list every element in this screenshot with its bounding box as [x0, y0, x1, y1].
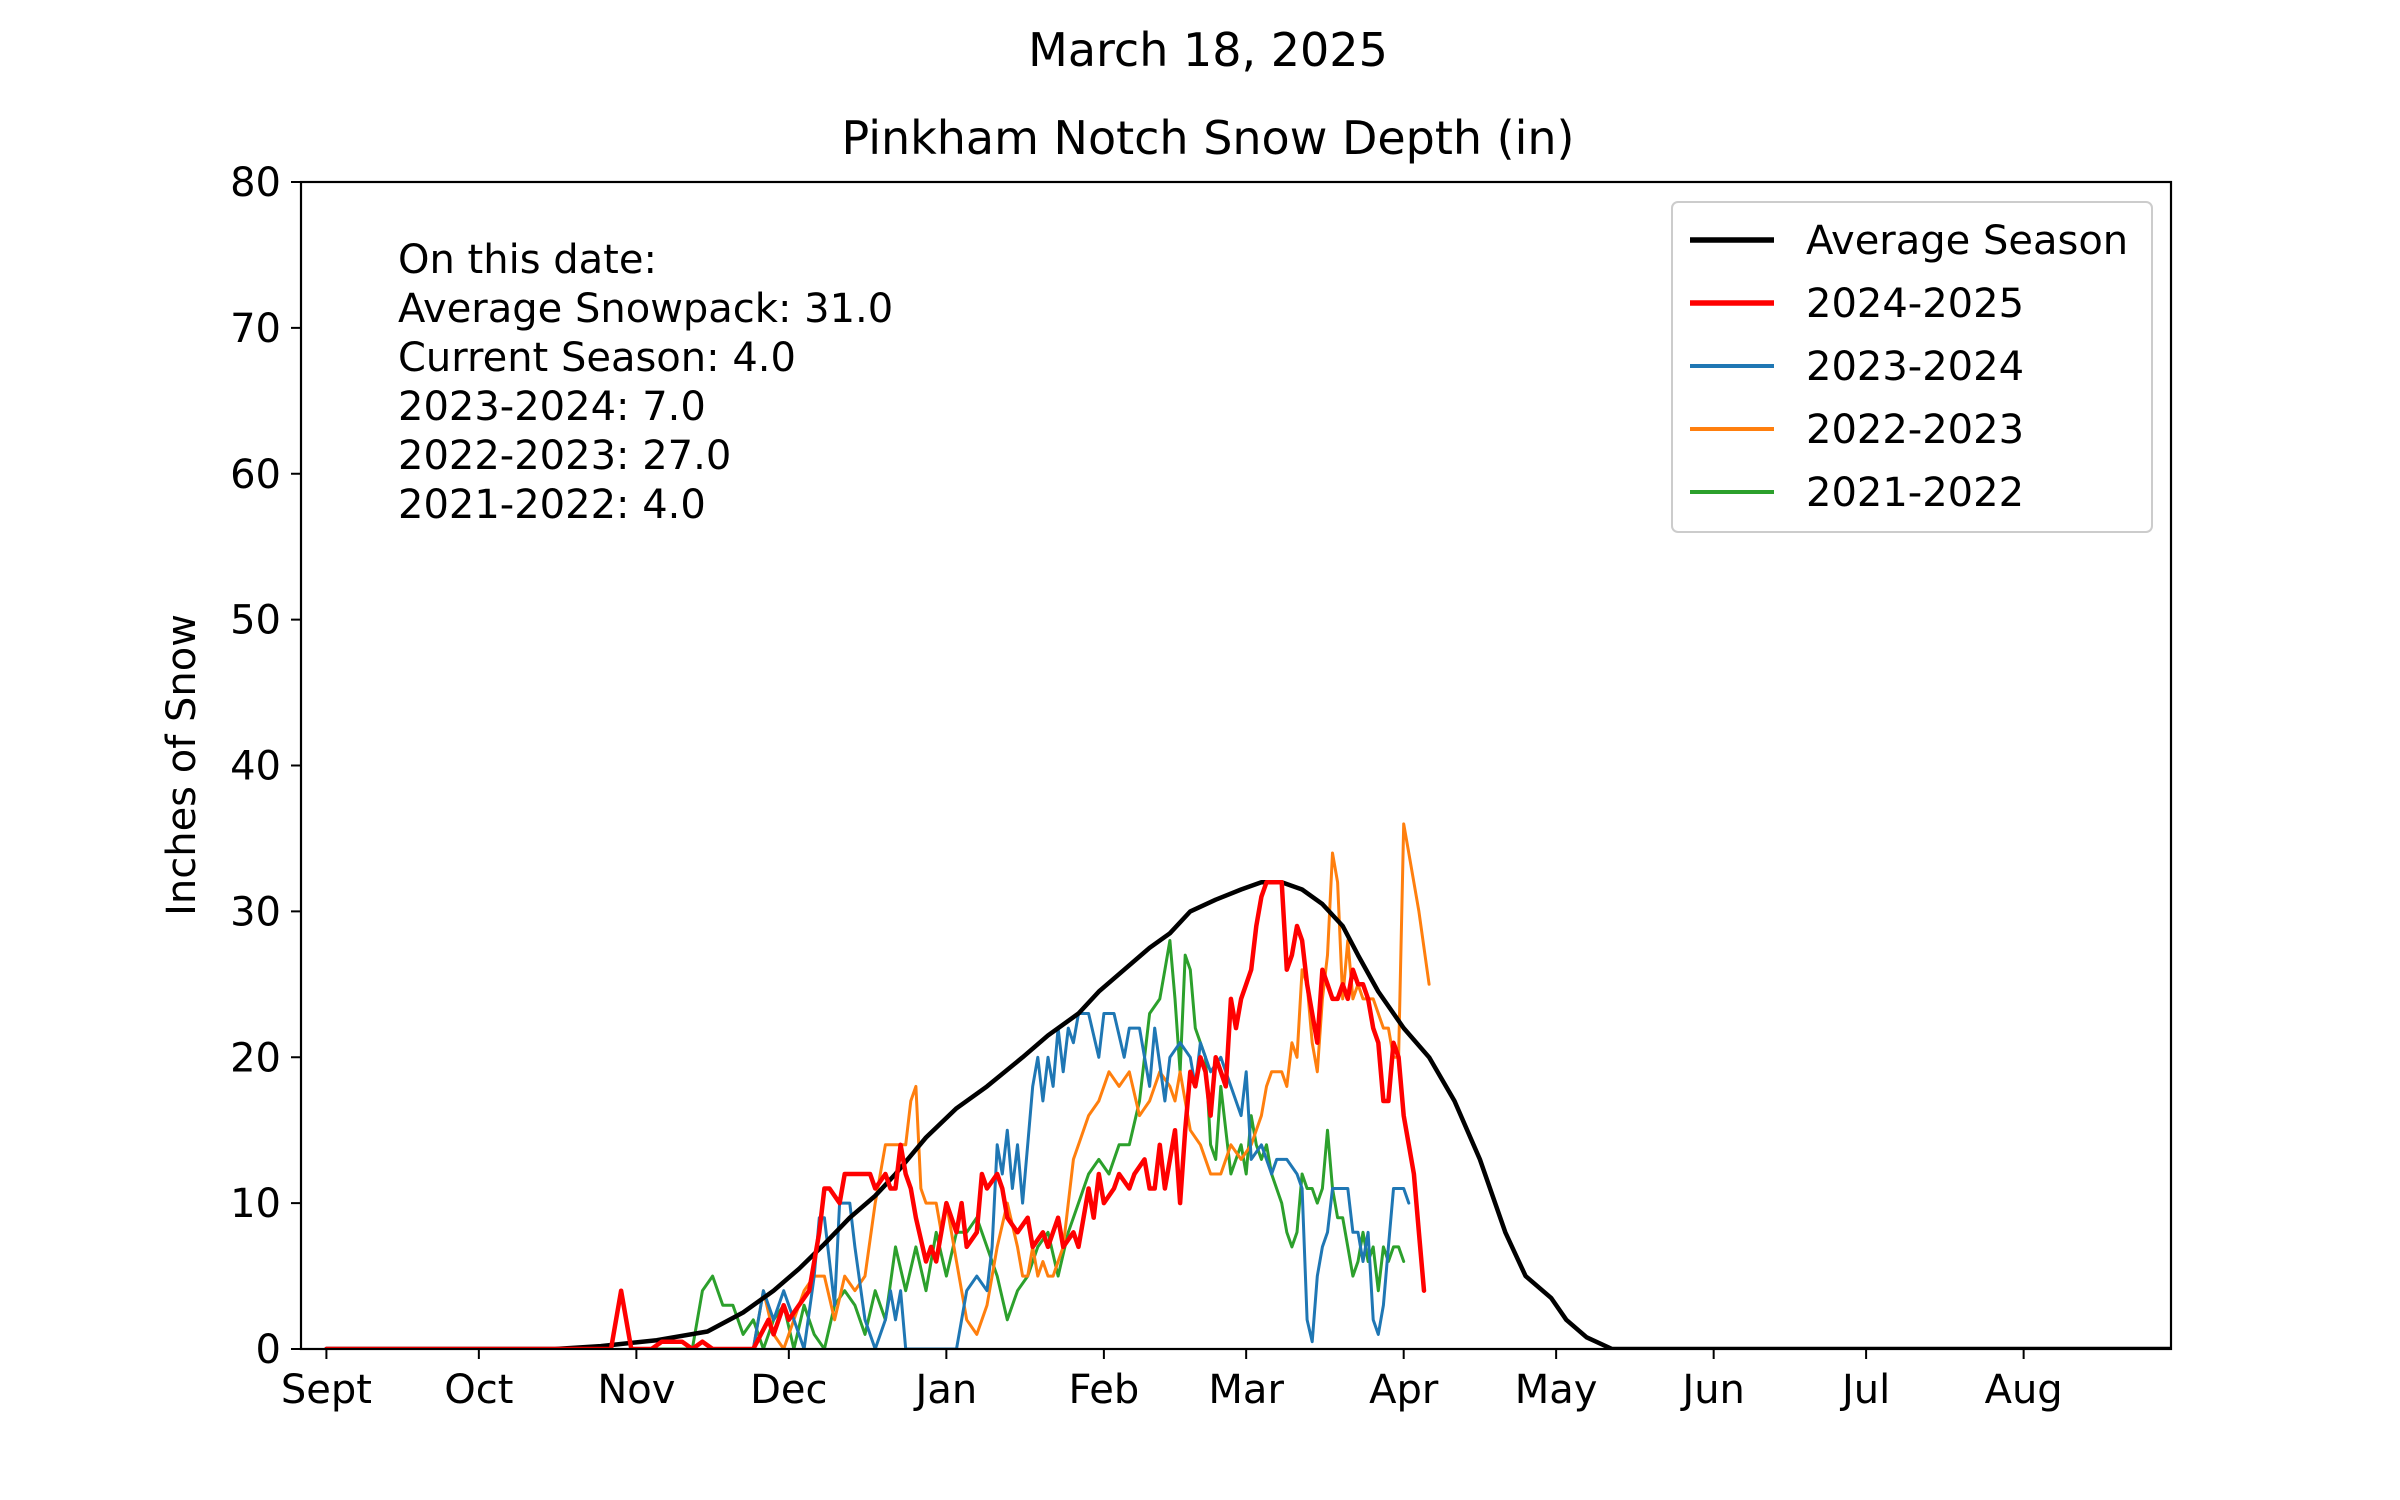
y-tick-label: 0	[256, 1327, 281, 1373]
x-tick-label: Feb	[1068, 1367, 1139, 1413]
x-tick-label: Jun	[1679, 1367, 1745, 1413]
x-tick-label: Jan	[913, 1367, 978, 1413]
legend: Average Season 2024-2025 2023-2024 2022-202…	[1671, 201, 2153, 533]
figure-suptitle: March 18, 2025	[1028, 23, 1388, 77]
series-line-2024-2025	[324, 879, 1427, 1349]
x-tick-label: Apr	[1369, 1367, 1439, 1413]
legend-label: 2024-2025	[1806, 281, 2024, 327]
legend-box	[1671, 201, 2153, 533]
series-line-average-season	[324, 879, 2171, 1349]
y-tick-label: 10	[230, 1181, 281, 1227]
legend-label: Average Season	[1806, 218, 2128, 264]
x-tick-label: Jul	[1839, 1367, 1890, 1413]
annotation-line: Current Season: 4.0	[398, 335, 796, 381]
y-tick-label: 40	[230, 744, 281, 790]
annotation-line: 2023-2024: 7.0	[398, 384, 706, 430]
y-axis-label: Inches of Snow	[159, 614, 205, 916]
x-tick-label: Sept	[281, 1367, 372, 1413]
legend-label: 2022-2023	[1806, 407, 2024, 453]
chart-title: Pinkham Notch Snow Depth (in)	[841, 111, 1574, 165]
y-tick-label: 30	[230, 889, 281, 935]
axes-layer: 0 10 20 30 40 50 60 70 80 Sept Oct Nov Dec Jan Feb Mar A…	[230, 160, 2173, 1413]
series-line-2022-2023	[731, 822, 1431, 1349]
x-tick-label: Dec	[750, 1367, 827, 1413]
on-this-date-annotation: On this date:Average Snowpack: 31.0Curre…	[398, 237, 893, 528]
x-tick-label: May	[1515, 1367, 1598, 1413]
x-tick-label: Nov	[597, 1367, 675, 1413]
y-tick-label: 70	[230, 306, 281, 352]
annotation-line: 2021-2022: 4.0	[398, 482, 706, 528]
y-tick-label: 50	[230, 598, 281, 644]
series-line-2023-2024	[731, 1012, 1411, 1349]
legend-label: 2023-2024	[1806, 344, 2024, 390]
annotation-line: On this date:	[398, 237, 657, 283]
x-tick-label: Aug	[1985, 1367, 2063, 1413]
x-tick-label: Oct	[444, 1367, 513, 1413]
legend-label: 2021-2022	[1806, 470, 2024, 516]
y-tick-label: 20	[230, 1035, 281, 1081]
x-tick-label: Mar	[1208, 1367, 1284, 1413]
annotation-line: 2022-2023: 27.0	[398, 433, 731, 479]
y-tick-label: 60	[230, 452, 281, 498]
annotation-line: Average Snowpack: 31.0	[398, 286, 893, 332]
plot-area	[324, 822, 2171, 1349]
series-layer	[324, 822, 2171, 1349]
y-tick-label: 80	[230, 160, 281, 206]
